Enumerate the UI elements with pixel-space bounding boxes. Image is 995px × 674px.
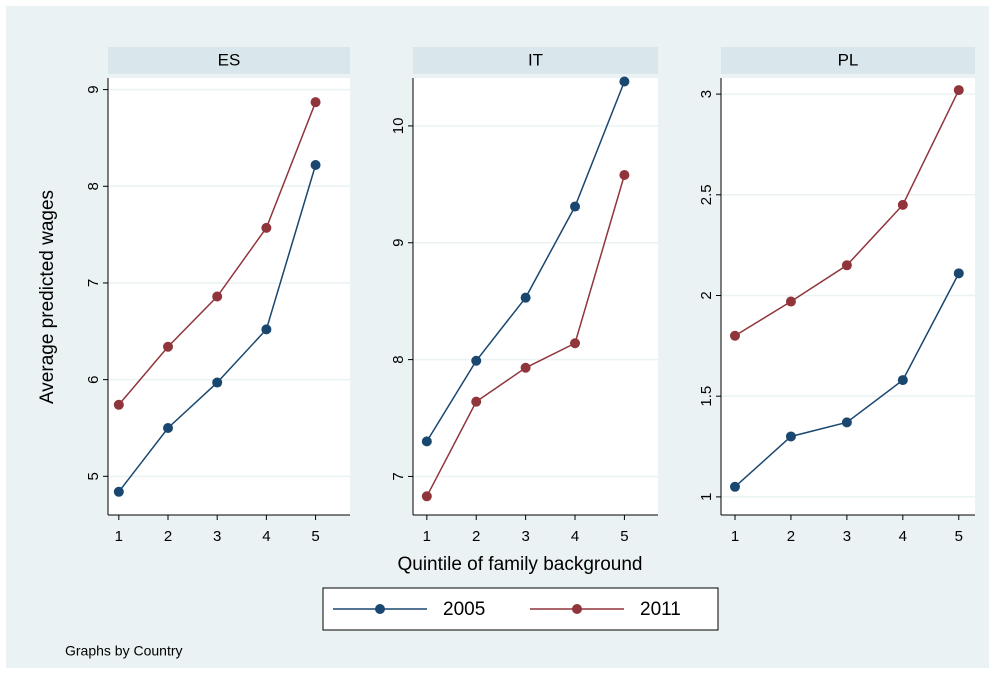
legend-marker	[572, 604, 582, 614]
x-tick-label: 4	[899, 528, 907, 545]
point	[897, 199, 908, 210]
x-tick-label: 2	[164, 528, 172, 545]
y-tick-label: 7	[85, 279, 102, 287]
plot-area	[721, 78, 975, 515]
point	[570, 201, 581, 212]
plot-area	[108, 78, 350, 515]
point	[520, 292, 531, 303]
point	[841, 260, 852, 271]
point	[570, 338, 581, 349]
legend-label: 2005	[443, 599, 485, 620]
point	[897, 375, 908, 386]
x-tick-label: 4	[571, 528, 579, 545]
point	[729, 330, 740, 341]
x-tick-label: 3	[213, 528, 221, 545]
x-tick-label: 1	[115, 528, 123, 545]
x-tick-label: 2	[787, 528, 795, 545]
x-tick-label: 4	[262, 528, 270, 545]
x-tick-label: 5	[955, 528, 963, 545]
y-tick-label: 7	[390, 472, 407, 480]
x-tick-label: 3	[521, 528, 529, 545]
y-tick-label: 1	[698, 493, 715, 501]
legend-label: 2011	[640, 599, 681, 620]
y-tick-label: 1.5	[698, 386, 715, 407]
point	[113, 399, 124, 410]
point	[785, 296, 796, 307]
point	[310, 160, 321, 171]
point	[471, 355, 482, 366]
point	[212, 377, 223, 388]
x-tick-label: 5	[311, 528, 319, 545]
x-axis-label: Quintile of family background	[397, 554, 642, 575]
y-tick-label: 5	[85, 472, 102, 480]
point	[953, 268, 964, 279]
point	[953, 85, 964, 96]
point	[785, 431, 796, 442]
point	[421, 436, 432, 447]
point	[520, 362, 531, 373]
y-tick-label: 2	[698, 291, 715, 299]
panel-title: ES	[218, 50, 241, 69]
point	[841, 417, 852, 428]
x-tick-label: 1	[731, 528, 739, 545]
x-tick-label: 1	[423, 528, 431, 545]
y-tick-label: 9	[390, 239, 407, 247]
note: Graphs by Country	[65, 643, 183, 659]
x-tick-label: 5	[620, 528, 628, 545]
point	[619, 169, 630, 180]
plot-area	[413, 78, 658, 515]
panel-header	[721, 47, 975, 74]
y-tick-label: 8	[390, 355, 407, 363]
y-axis-label: Average predicted wages	[37, 190, 58, 404]
legend-marker	[375, 604, 385, 614]
point	[310, 97, 321, 108]
point	[471, 396, 482, 407]
x-tick-label: 2	[472, 528, 480, 545]
y-tick-label: 6	[85, 375, 102, 383]
panel-header	[413, 47, 658, 74]
point	[261, 222, 272, 233]
panel-title: PL	[838, 50, 859, 69]
y-tick-label: 8	[85, 182, 102, 190]
y-tick-label: 10	[390, 118, 407, 135]
x-tick-label: 3	[843, 528, 851, 545]
panel-title: IT	[528, 50, 543, 69]
point	[113, 486, 124, 497]
point	[619, 76, 630, 87]
panel-header	[108, 47, 350, 74]
y-tick-label: 3	[698, 90, 715, 98]
point	[261, 324, 272, 335]
point	[163, 341, 174, 352]
y-tick-label: 9	[85, 85, 102, 93]
point	[729, 481, 740, 492]
point	[163, 422, 174, 433]
point	[421, 491, 432, 502]
point	[212, 291, 223, 302]
y-tick-label: 2.5	[698, 184, 715, 205]
